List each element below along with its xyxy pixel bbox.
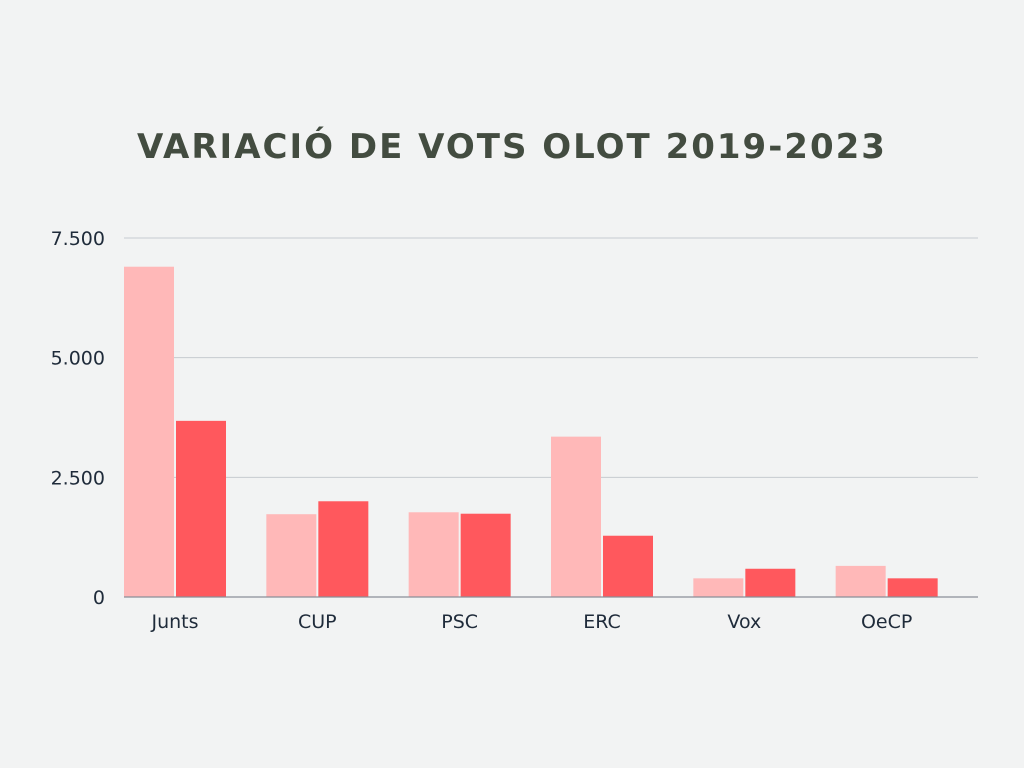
bar [124, 266, 174, 597]
x-tick-label: Vox [727, 611, 761, 633]
y-tick-label: 0 [93, 587, 105, 609]
bar [887, 578, 938, 597]
y-tick-label: 7.500 [51, 228, 105, 250]
bar [176, 420, 226, 597]
bar [693, 578, 744, 597]
x-tick-label: OeCP [861, 611, 912, 633]
bar [745, 568, 796, 597]
x-tick-label: PSC [441, 611, 478, 633]
bar [408, 512, 459, 597]
bar [266, 514, 317, 597]
bar [460, 513, 511, 597]
y-tick-label: 5.000 [51, 348, 105, 370]
bar [318, 501, 369, 597]
chart-title: VARIACIÓ DE VOTS OLOT 2019-2023 [137, 127, 887, 167]
bar [603, 535, 653, 597]
y-tick-label: 2.500 [51, 467, 105, 489]
x-tick-label: CUP [298, 611, 337, 633]
bar [835, 565, 886, 597]
x-tick-label: Junts [150, 611, 198, 633]
x-tick-label: ERC [583, 611, 621, 633]
bar [551, 436, 601, 597]
